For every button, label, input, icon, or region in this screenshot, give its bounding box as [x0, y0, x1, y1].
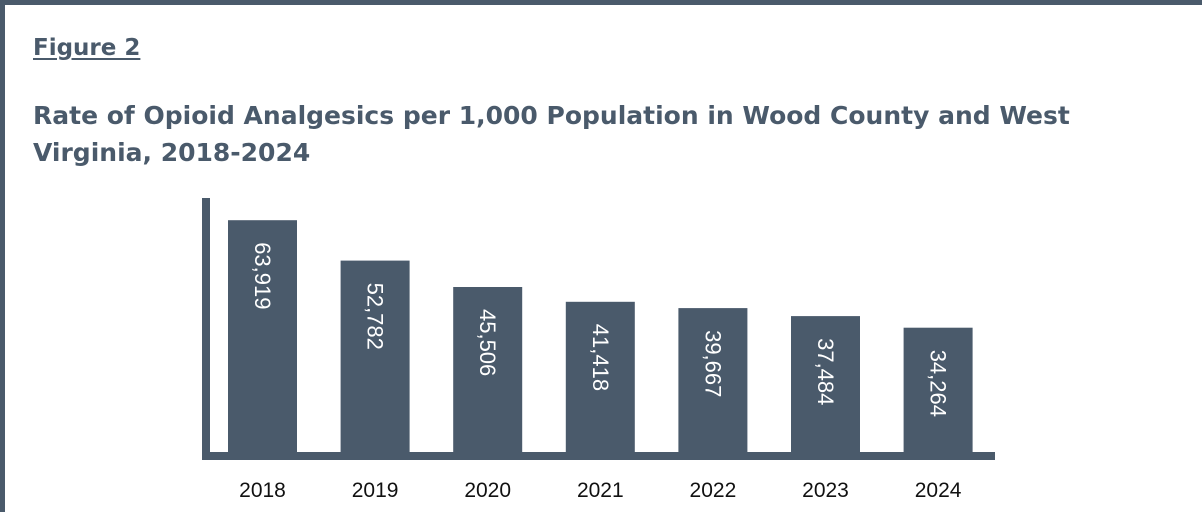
- x-axis-line: [202, 452, 995, 460]
- x-tick-label-2020: 2020: [464, 479, 511, 502]
- bar-value-label-2021: 41,418: [588, 324, 613, 391]
- x-tick-label-2022: 2022: [690, 479, 737, 502]
- bar-value-label-2024: 34,264: [926, 350, 951, 417]
- x-tick-label-2021: 2021: [577, 479, 624, 502]
- bar-2021: [565, 301, 635, 452]
- bar-2019: [340, 260, 410, 452]
- figure-label: Figure 2: [33, 35, 141, 61]
- x-tick-label-2018: 2018: [239, 479, 286, 502]
- bar-value-label-2020: 45,506: [475, 309, 500, 376]
- chart-title: Rate of Opioid Analgesics per 1,000 Popu…: [33, 101, 1070, 167]
- x-tick-label-2023: 2023: [802, 479, 849, 502]
- y-axis-line: [202, 198, 210, 460]
- x-tick-label-2024: 2024: [915, 479, 962, 502]
- bars-group: 63,919 52,782 45,506 41,418 39,667 37,484 34,2…: [228, 220, 973, 452]
- bar-2020: [453, 287, 523, 452]
- x-tick-label-2019: 2019: [352, 479, 399, 502]
- bar-2018: [228, 220, 297, 452]
- bar-value-label-2018: 63,919: [250, 242, 275, 309]
- x-tick-labels: 2018 2019 2020 2021 2022 2023 2024: [239, 479, 962, 502]
- bar-2022: [678, 308, 748, 452]
- bar-value-label-2019: 52,782: [363, 283, 388, 350]
- bar-value-label-2022: 39,667: [700, 330, 725, 397]
- bar-value-label-2023: 37,484: [813, 338, 838, 405]
- bar-2023: [791, 316, 860, 452]
- bar-2024: [903, 327, 973, 452]
